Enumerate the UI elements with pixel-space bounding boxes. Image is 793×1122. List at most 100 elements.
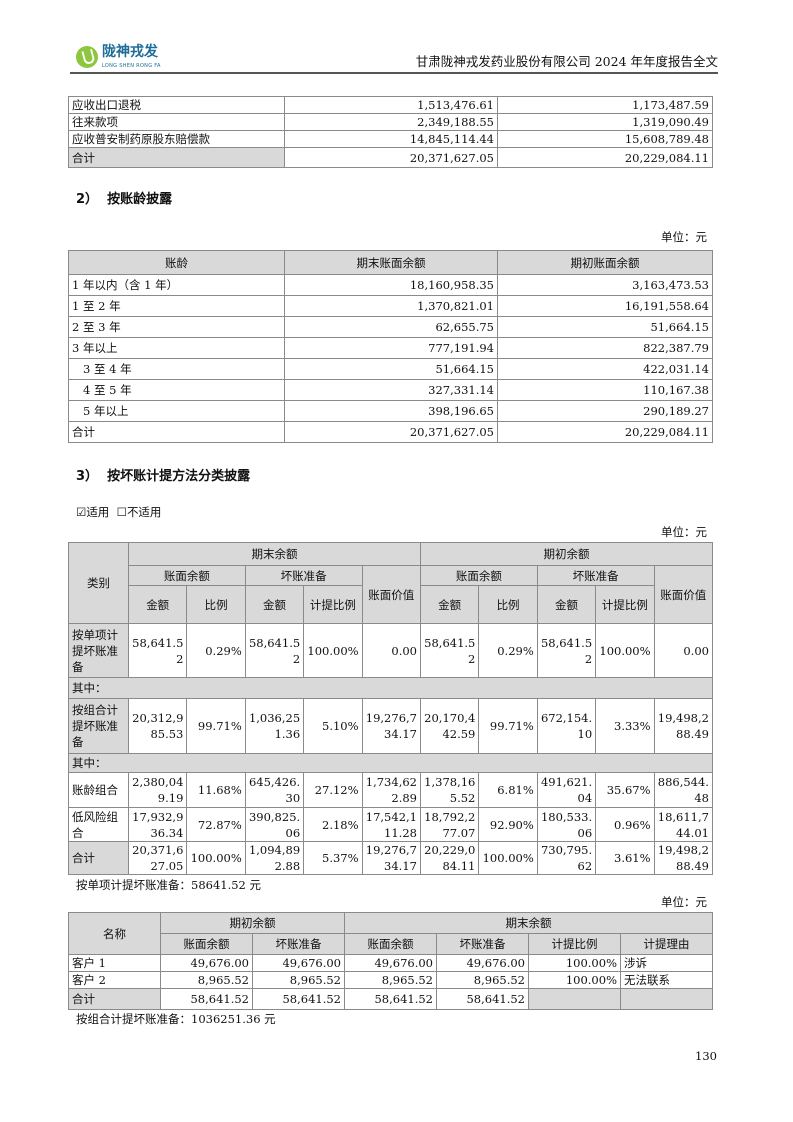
value-cell: 19,276,734.17: [361, 698, 421, 754]
table-row: 客户 1 49,676.00 49,676.00 49,676.00 49,676.00…: [68, 954, 713, 972]
logo-subtext: LONG SHEN RONG FA: [102, 63, 161, 69]
amount-cell: 110,167.38: [497, 379, 713, 401]
aging-label: 5 年以上: [68, 400, 285, 422]
value-cell: 8,965.52: [436, 971, 529, 989]
aging-label: 1 年以内（含 1 年）: [68, 274, 285, 296]
value-cell: 1,094,892.88: [244, 841, 305, 875]
bad-debt-header: 坏账准备: [536, 565, 655, 586]
value-cell: 20,312,985.53: [127, 698, 188, 754]
value-cell: 886,544.48: [653, 772, 713, 808]
aging-label: 4 至 5 年: [68, 379, 285, 401]
table-row: 5 年以上 398,196.65 290,189.27: [68, 400, 713, 422]
value-cell: 20,371,627.05: [127, 841, 188, 875]
section-number: 3）: [76, 469, 99, 484]
row-label: 合计: [68, 147, 285, 168]
ratio-header: 比例: [186, 585, 246, 624]
group-provision-note: 按组合计提坏账准备：1036251.36 元: [76, 1012, 276, 1026]
value-cell: 0.29%: [186, 623, 246, 678]
value-cell: 11.68%: [186, 772, 246, 808]
table-row: 按单项计提坏账准备 58,641.52 0.29% 58,641.52 100.00% 0…: [68, 623, 713, 678]
amount-cell: 62,655.75: [284, 316, 498, 338]
value-cell: 27.12%: [303, 772, 363, 808]
column-header: 计提理由: [620, 933, 713, 955]
value-cell: 72.87%: [186, 807, 246, 842]
value-cell: 100.00%: [478, 841, 538, 875]
category-header: 类别: [68, 542, 129, 624]
table-row: 按组合计提坏账准备 20,312,985.53 99.71% 1,036,251.36…: [68, 698, 713, 754]
unit-label: 单位：元: [661, 230, 707, 244]
value-cell: 1,036,251.36: [244, 698, 305, 754]
value-cell: 35.67%: [595, 772, 655, 808]
amount-header: 金额: [127, 585, 188, 624]
amount-cell: 327,331.14: [284, 379, 498, 401]
book-balance-header: 账面余额: [128, 565, 246, 586]
applicability-options: ☑适用 ☐不适用: [76, 505, 793, 519]
value-cell: 1,378,165.52: [419, 772, 480, 808]
column-header: 坏账准备: [252, 933, 345, 955]
section-title: 按账龄披露: [107, 192, 173, 207]
section-3-heading: 3） 按坏账计提方法分类披露: [76, 469, 793, 485]
column-header: 坏账准备: [436, 933, 529, 955]
value-cell: 49,676.00: [436, 954, 529, 972]
category-label: 按组合计提坏账准备: [68, 698, 129, 754]
value-cell: 58,641.52: [436, 988, 529, 1010]
begin-balance-header: 期初余额: [419, 542, 713, 566]
value-cell: 5.10%: [303, 698, 363, 754]
end-balance-header: 期末余额: [344, 912, 713, 934]
value-cell: 19,276,734.17: [361, 841, 421, 875]
total-row: 合计 20,371,627.05 20,229,084.11: [68, 421, 713, 443]
amount-cell: 1,319,090.49: [497, 113, 713, 131]
amount-cell: 398,196.65: [284, 400, 498, 422]
table-row: 账龄组合 2,380,049.19 11.68% 645,426.30 27.12% 1,…: [68, 772, 713, 808]
value-cell: 100.00%: [186, 841, 246, 875]
table-row: 应收出口退税 1,513,476.61 1,173,487.59: [68, 96, 713, 114]
value-cell: 58,641.52: [419, 623, 480, 678]
section-title: 按坏账计提方法分类披露: [107, 469, 251, 484]
not-applicable-checkbox-icon: ☐: [116, 505, 127, 519]
value-cell: 17,932,936.34: [127, 807, 188, 842]
value-cell: 49,676.00: [160, 954, 253, 972]
value-cell: 99.71%: [478, 698, 538, 754]
section-number: 2）: [76, 192, 99, 207]
amount-cell: 822,387.79: [497, 337, 713, 359]
table-row: 1 年以内（含 1 年） 18,160,958.35 3,163,473.53: [68, 274, 713, 296]
amount-cell: 20,229,084.11: [497, 421, 713, 443]
page-content: 应收出口退税 1,513,476.61 1,173,487.59 往来款项 2,349,…: [0, 96, 793, 1063]
applicable-label: 适用: [86, 505, 110, 519]
total-row: 合计 20,371,627.05 100.00% 1,094,892.88 5.37% 1…: [68, 841, 713, 875]
category-label: 按单项计提坏账准备: [68, 623, 129, 678]
name-header: 名称: [68, 912, 161, 955]
page-number: 130: [695, 1049, 717, 1063]
value-cell: 49,676.00: [344, 954, 437, 972]
table-row: 往来款项 2,349,188.55 1,319,090.49: [68, 113, 713, 131]
reason-cell: 无法联系: [620, 971, 713, 989]
value-cell: 0.96%: [595, 807, 655, 842]
value-cell: 58,641.52: [160, 988, 253, 1010]
book-value-header: 账面价值: [361, 565, 421, 624]
value-cell: [528, 988, 621, 1010]
category-label: 其中：: [68, 753, 713, 773]
value-cell: 19,498,288.49: [653, 698, 713, 754]
value-cell: 58,641.52: [536, 623, 597, 678]
value-cell: 58,641.52: [252, 988, 345, 1010]
single-provision-detail-table: 名称 期初余额 期末余额 账面余额 坏账准备 账面余额 坏账准备 计提比例 计提理由 客户…: [68, 912, 713, 1010]
provision-ratio-header: 计提比例: [595, 585, 655, 624]
value-cell: 100.00%: [528, 954, 621, 972]
unit-label: 单位：元: [661, 525, 707, 539]
applicable-checkbox-icon: ☑: [76, 505, 87, 519]
document-title: 甘肃陇神戎发药业股份有限公司 2024 年年度报告全文: [415, 54, 718, 69]
value-cell: 8,965.52: [160, 971, 253, 989]
header-divider: [70, 72, 718, 74]
table-row: 4 至 5 年 327,331.14 110,167.38: [68, 379, 713, 401]
value-cell: 99.71%: [186, 698, 246, 754]
section-2-heading: 2） 按账龄披露: [76, 192, 793, 208]
aging-label: 2 至 3 年: [68, 316, 285, 338]
value-cell: 92.90%: [478, 807, 538, 842]
subheading-row: 其中：: [68, 677, 713, 699]
value-cell: 2,380,049.19: [127, 772, 188, 808]
other-receivables-by-nature-table: 应收出口退税 1,513,476.61 1,173,487.59 往来款项 2,349,…: [68, 96, 713, 168]
category-label: 合计: [68, 841, 129, 875]
provision-ratio-header: 计提比例: [303, 585, 363, 624]
aging-label: 3 年以上: [68, 337, 285, 359]
amount-cell: 20,229,084.11: [497, 147, 713, 168]
